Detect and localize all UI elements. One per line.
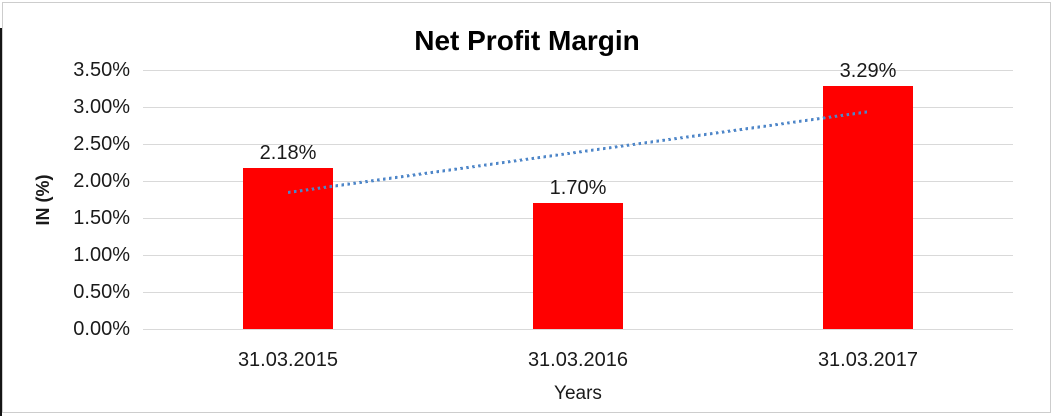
y-tick-label: 1.00% (73, 244, 130, 266)
gridline (143, 144, 1013, 145)
bar-value-label: 2.18% (259, 142, 317, 164)
y-tick-label: 3.50% (73, 59, 130, 81)
y-tick-label: 1.50% (73, 207, 130, 229)
x-tick-label: 31.03.2016 (527, 349, 629, 371)
bar-31.03.2015 (243, 168, 333, 329)
y-tick-label: 2.00% (73, 170, 130, 192)
chart-title: Net Profit Margin (414, 25, 640, 56)
y-tick-label: 3.00% (73, 96, 130, 118)
x-axis-title: Years (554, 383, 602, 404)
gridline (143, 70, 1013, 71)
y-tick-label: 2.50% (73, 133, 130, 155)
x-tick-label: 31.03.2017 (817, 349, 919, 371)
left-edge-line (0, 28, 2, 416)
bar-31.03.2017 (823, 86, 913, 329)
gridline (143, 181, 1013, 182)
bar-31.03.2016 (533, 203, 623, 329)
bar-value-label: 1.70% (549, 177, 607, 199)
y-tick-label: 0.00% (73, 318, 130, 340)
gridline (143, 329, 1013, 330)
x-tick-label: 31.03.2015 (237, 349, 339, 371)
plot-area (143, 70, 1013, 330)
gridline (143, 107, 1013, 108)
bar-value-label: 3.29% (839, 60, 897, 82)
y-tick-label: 0.50% (73, 281, 130, 303)
